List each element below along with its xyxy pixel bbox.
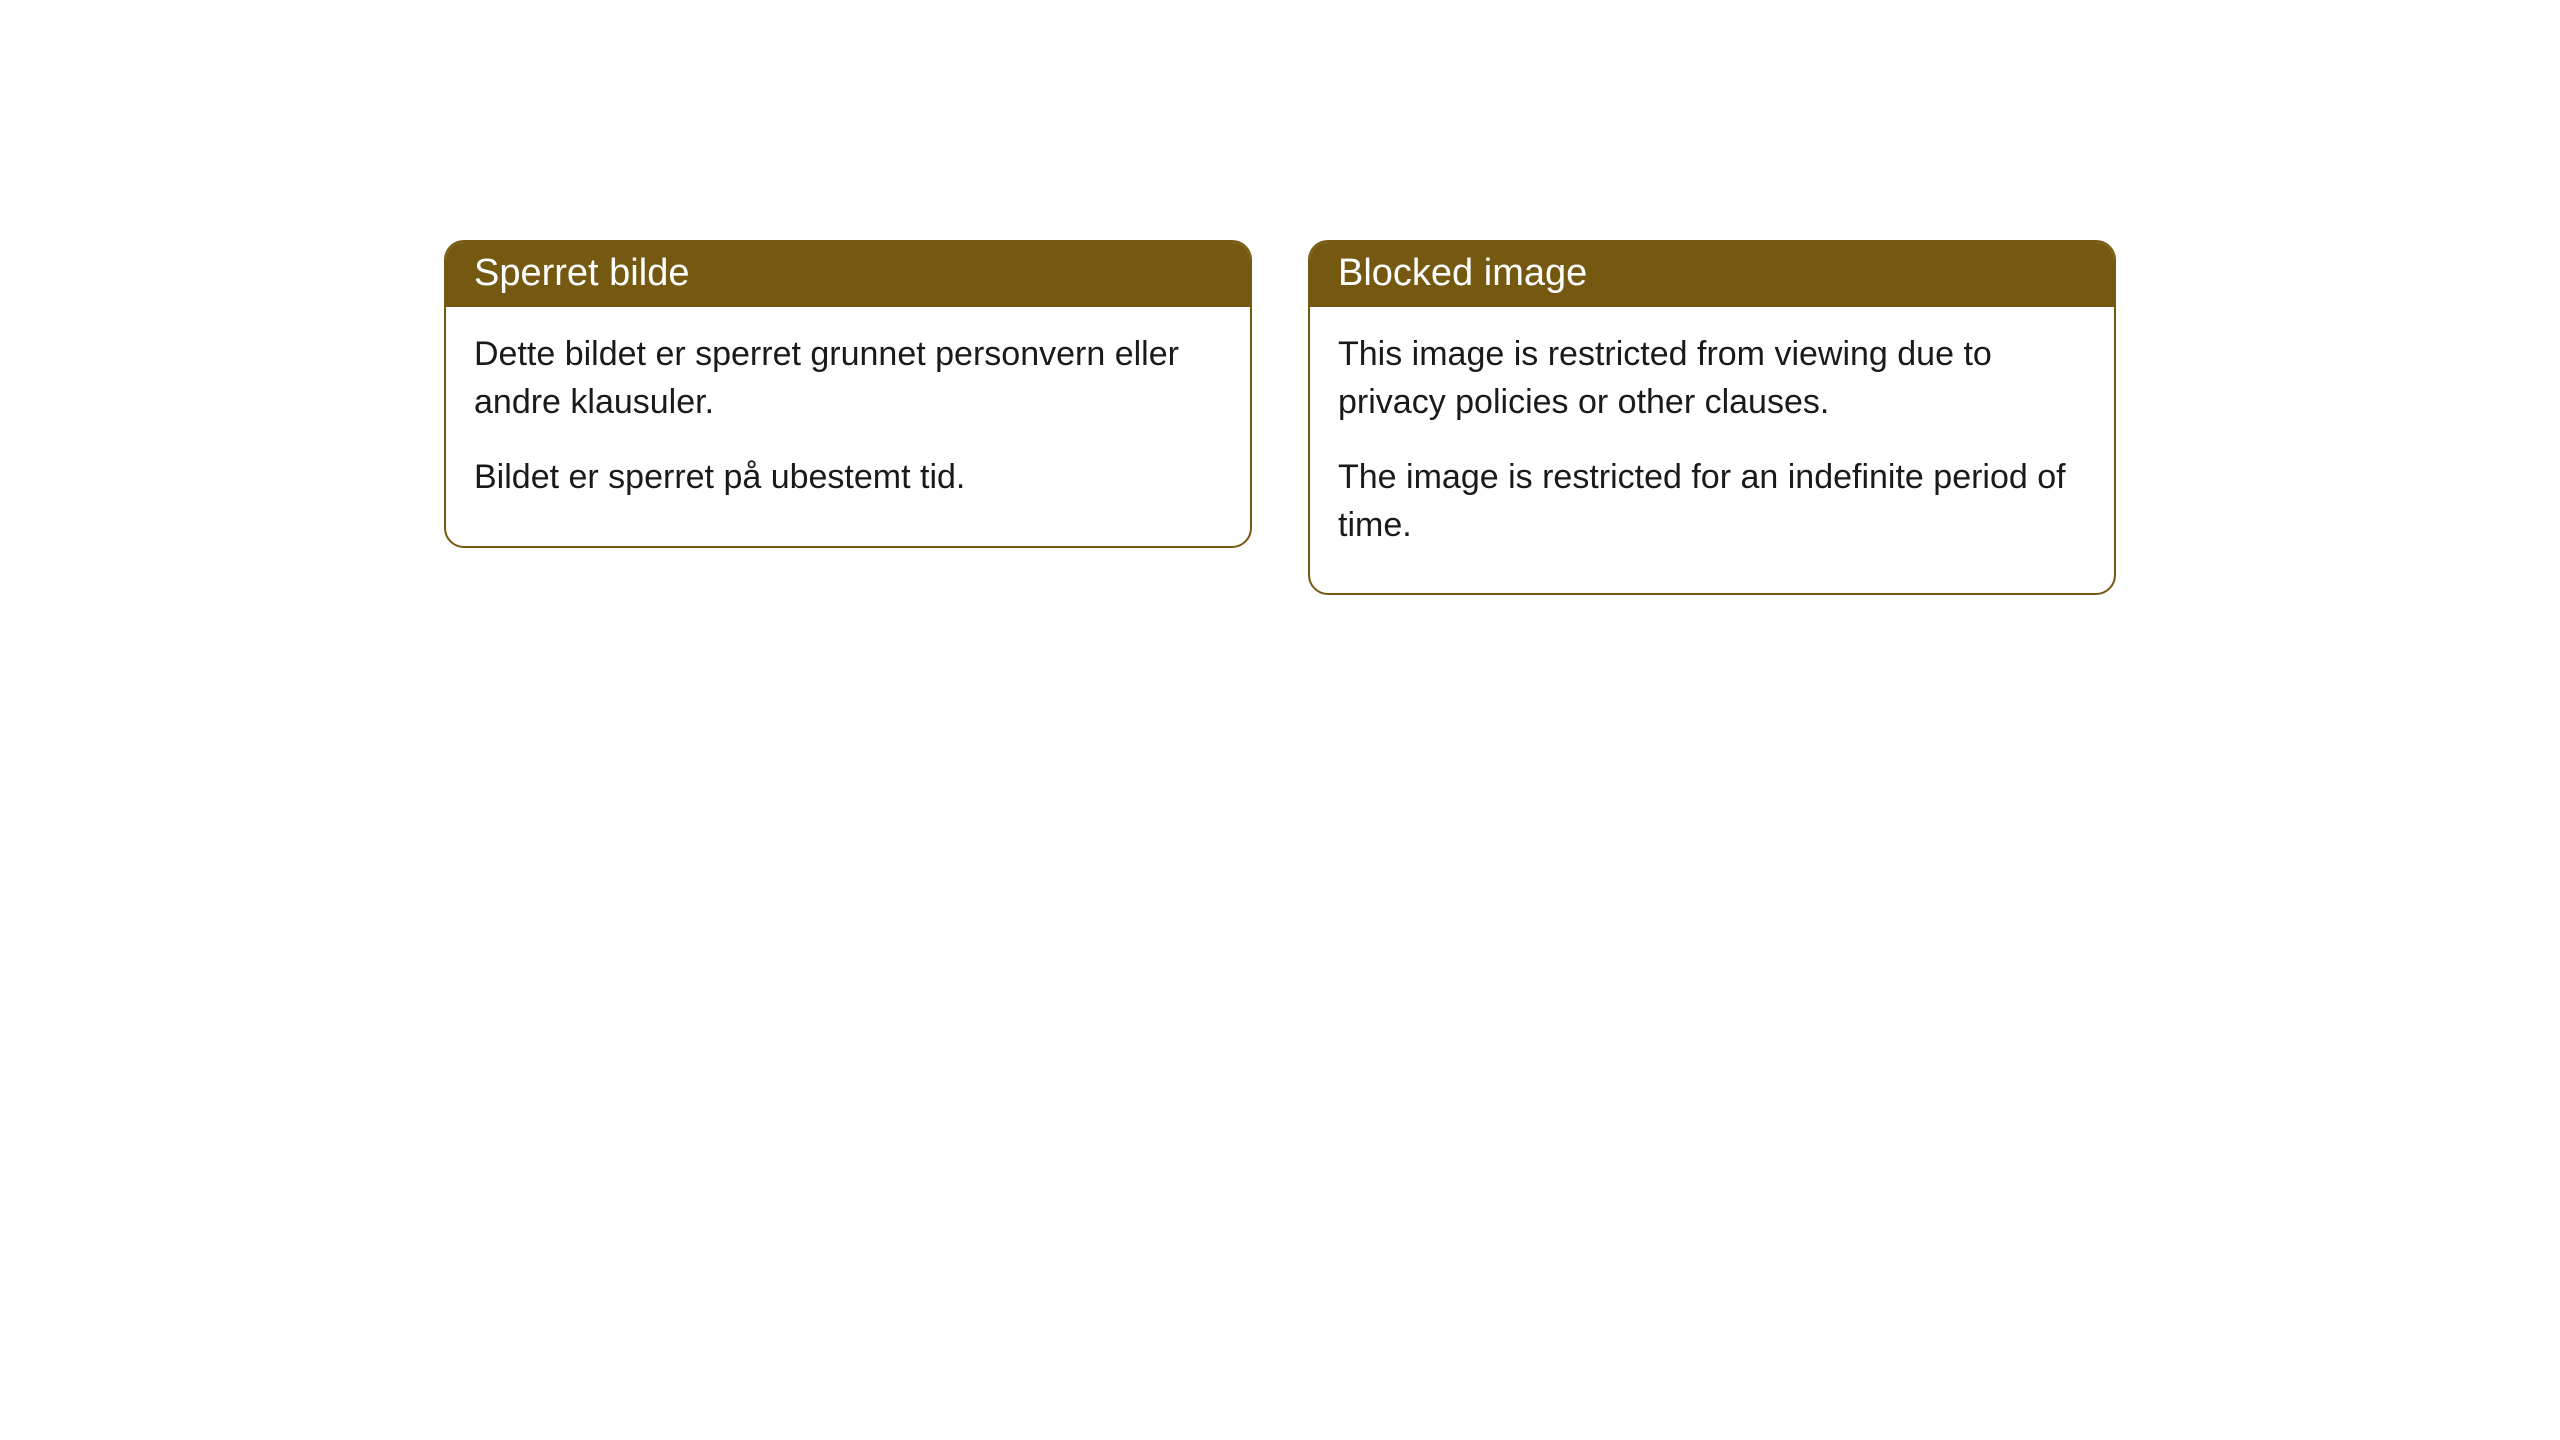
card-paragraph: The image is restricted for an indefinit… [1338,454,2086,549]
cards-container: Sperret bilde Dette bildet er sperret gr… [444,240,2116,1440]
card-paragraph: Dette bildet er sperret grunnet personve… [474,331,1222,426]
card-title: Sperret bilde [474,252,689,294]
blocked-image-card-english: Blocked image This image is restricted f… [1308,240,2116,595]
blocked-image-card-norwegian: Sperret bilde Dette bildet er sperret gr… [444,240,1252,548]
card-title: Blocked image [1338,252,1587,294]
card-body: This image is restricted from viewing du… [1310,307,2114,593]
card-header: Sperret bilde [446,242,1250,307]
card-body: Dette bildet er sperret grunnet personve… [446,307,1250,546]
card-paragraph: Bildet er sperret på ubestemt tid. [474,454,1222,502]
card-header: Blocked image [1310,242,2114,307]
card-paragraph: This image is restricted from viewing du… [1338,331,2086,426]
